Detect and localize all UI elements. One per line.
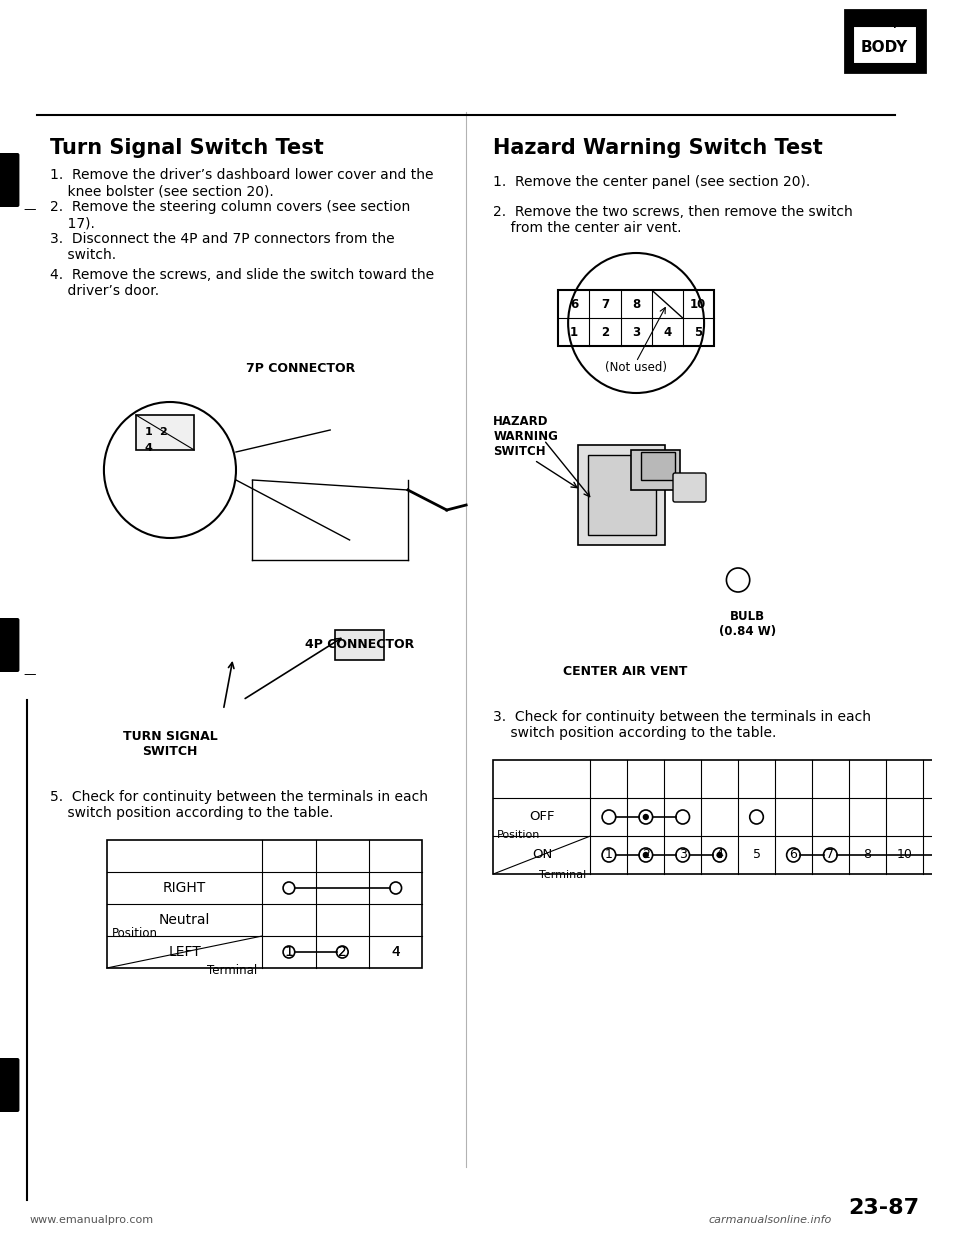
- Text: 7P CONNECTOR: 7P CONNECTOR: [247, 361, 356, 375]
- Text: 2: 2: [338, 945, 347, 959]
- Text: Neutral: Neutral: [158, 913, 210, 927]
- Text: Terminal: Terminal: [207, 964, 257, 977]
- Text: 5: 5: [694, 325, 703, 339]
- Circle shape: [717, 852, 722, 857]
- Text: Position: Position: [497, 830, 540, 840]
- Text: Hazard Warning Switch Test: Hazard Warning Switch Test: [493, 138, 823, 158]
- Text: (Not used): (Not used): [605, 361, 667, 375]
- Text: 8: 8: [632, 298, 640, 310]
- Text: BULB
(0.84 W): BULB (0.84 W): [719, 610, 777, 638]
- Text: 8: 8: [863, 848, 872, 862]
- Text: 6: 6: [570, 298, 578, 310]
- Text: 1.  Remove the center panel (see section 20).: 1. Remove the center panel (see section …: [493, 175, 810, 189]
- Text: 3: 3: [679, 848, 686, 862]
- FancyBboxPatch shape: [641, 452, 675, 479]
- Text: 1: 1: [284, 945, 294, 959]
- Text: RIGHT: RIGHT: [163, 881, 206, 895]
- FancyBboxPatch shape: [136, 415, 194, 450]
- Text: 5: 5: [753, 848, 760, 862]
- Text: 2.  Remove the two screws, then remove the switch
    from the center air vent.: 2. Remove the two screws, then remove th…: [493, 205, 853, 235]
- Circle shape: [643, 815, 648, 820]
- Text: www.emanualpro.com: www.emanualpro.com: [29, 1215, 154, 1225]
- Text: Turn Signal Switch Test: Turn Signal Switch Test: [51, 138, 324, 158]
- FancyBboxPatch shape: [0, 153, 19, 207]
- Text: 6: 6: [789, 848, 798, 862]
- Text: 3.  Disconnect the 4P and 7P connectors from the
    switch.: 3. Disconnect the 4P and 7P connectors f…: [51, 232, 396, 262]
- FancyBboxPatch shape: [559, 289, 714, 347]
- FancyBboxPatch shape: [578, 445, 665, 545]
- Text: OFF: OFF: [529, 811, 555, 823]
- Text: Terminal: Terminal: [540, 869, 587, 881]
- Text: +: +: [889, 17, 900, 31]
- Text: 4: 4: [392, 945, 400, 959]
- Text: 7: 7: [601, 298, 609, 310]
- Text: 2: 2: [601, 325, 609, 339]
- FancyBboxPatch shape: [673, 473, 706, 502]
- Text: 23-87: 23-87: [849, 1199, 920, 1218]
- FancyBboxPatch shape: [0, 619, 19, 672]
- FancyBboxPatch shape: [107, 840, 422, 968]
- Text: —: —: [23, 204, 36, 216]
- Text: TURN SIGNAL
SWITCH: TURN SIGNAL SWITCH: [123, 730, 217, 758]
- Text: 1: 1: [284, 945, 294, 959]
- Text: 5.  Check for continuity between the terminals in each
    switch position accor: 5. Check for continuity between the term…: [51, 790, 428, 820]
- Text: LEFT: LEFT: [168, 945, 201, 959]
- Text: 1: 1: [145, 427, 153, 437]
- Text: Position: Position: [111, 927, 157, 940]
- Text: 2: 2: [338, 945, 347, 959]
- Text: 4: 4: [145, 443, 153, 453]
- FancyBboxPatch shape: [588, 455, 656, 535]
- Text: BODY: BODY: [861, 40, 908, 55]
- Circle shape: [939, 852, 944, 857]
- FancyBboxPatch shape: [852, 26, 917, 65]
- Text: 3: 3: [632, 325, 640, 339]
- Text: 10: 10: [690, 298, 707, 310]
- Text: 2: 2: [159, 427, 167, 437]
- FancyBboxPatch shape: [632, 450, 680, 491]
- Text: 1.  Remove the driver’s dashboard lower cover and the
    knee bolster (see sect: 1. Remove the driver’s dashboard lower c…: [51, 168, 434, 199]
- FancyBboxPatch shape: [0, 1058, 19, 1112]
- Text: 1: 1: [605, 848, 612, 862]
- FancyBboxPatch shape: [493, 760, 959, 874]
- Text: 4: 4: [716, 848, 724, 862]
- FancyBboxPatch shape: [335, 630, 384, 660]
- Circle shape: [643, 852, 648, 857]
- Text: 10: 10: [897, 848, 912, 862]
- Text: 1: 1: [570, 325, 578, 339]
- Text: 4: 4: [392, 945, 400, 959]
- Text: 4.  Remove the screws, and slide the switch toward the
    driver’s door.: 4. Remove the screws, and slide the swit…: [51, 268, 435, 298]
- Text: 4P CONNECTOR: 4P CONNECTOR: [304, 638, 414, 652]
- Text: 4: 4: [663, 325, 671, 339]
- Text: CENTER AIR VENT: CENTER AIR VENT: [564, 664, 687, 678]
- Text: 7: 7: [827, 848, 834, 862]
- Text: —: —: [23, 668, 36, 682]
- Text: 2.  Remove the steering column covers (see section
    17).: 2. Remove the steering column covers (se…: [51, 200, 411, 230]
- Text: 2: 2: [642, 848, 650, 862]
- Text: HAZARD
WARNING
SWITCH: HAZARD WARNING SWITCH: [493, 415, 558, 458]
- Text: −: −: [869, 17, 881, 31]
- Text: ON: ON: [532, 848, 552, 862]
- FancyBboxPatch shape: [845, 10, 924, 72]
- Text: carmanualsonline.info: carmanualsonline.info: [708, 1215, 832, 1225]
- Text: 3.  Check for continuity between the terminals in each
    switch position accor: 3. Check for continuity between the term…: [493, 710, 872, 740]
